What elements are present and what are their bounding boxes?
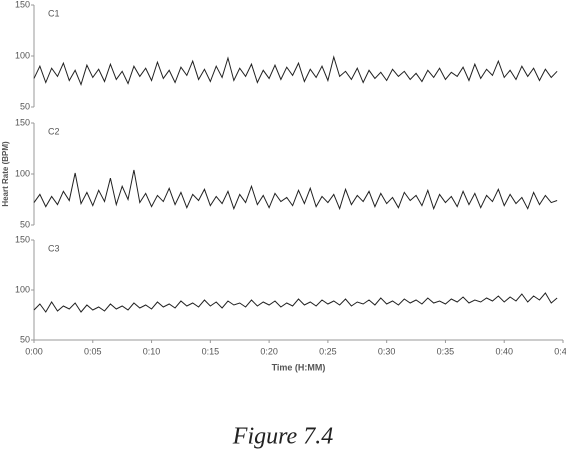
- line: [33, 55, 558, 87]
- y-tick-label: 50: [20, 101, 30, 111]
- y-tick-label: 100: [15, 50, 30, 60]
- x-tick-label: 0:45: [554, 346, 566, 356]
- x-tick-label: 0:10: [143, 346, 161, 356]
- panel-label: C2: [48, 126, 60, 136]
- x-tick-label: 0:30: [378, 346, 396, 356]
- y-axis-label: Heart Rate (BPM): [1, 141, 10, 207]
- x-axis-label: Time (H:MM): [272, 362, 326, 372]
- y-tick-label: 50: [20, 334, 30, 344]
- x-tick-label: 0:00: [25, 346, 43, 356]
- x-tick-label: 0:15: [202, 346, 220, 356]
- x-tick-label: 0:20: [260, 346, 278, 356]
- y-tick-label: 100: [15, 168, 30, 178]
- panel-label: C1: [48, 8, 60, 18]
- panel-label: C3: [48, 243, 60, 253]
- y-tick-label: 150: [15, 0, 30, 9]
- line: [33, 169, 558, 211]
- x-tick-label: 0:40: [495, 346, 513, 356]
- y-tick-label: 150: [15, 234, 30, 244]
- y-tick-label: 150: [15, 117, 30, 127]
- caption: Figure 7.4: [232, 424, 333, 450]
- y-tick-label: 100: [15, 284, 30, 294]
- line: [33, 292, 558, 313]
- x-tick-label: 0:25: [319, 346, 337, 356]
- x-tick-label: 0:05: [84, 346, 102, 356]
- x-tick-label: 0:35: [437, 346, 455, 356]
- y-tick-label: 50: [20, 219, 30, 229]
